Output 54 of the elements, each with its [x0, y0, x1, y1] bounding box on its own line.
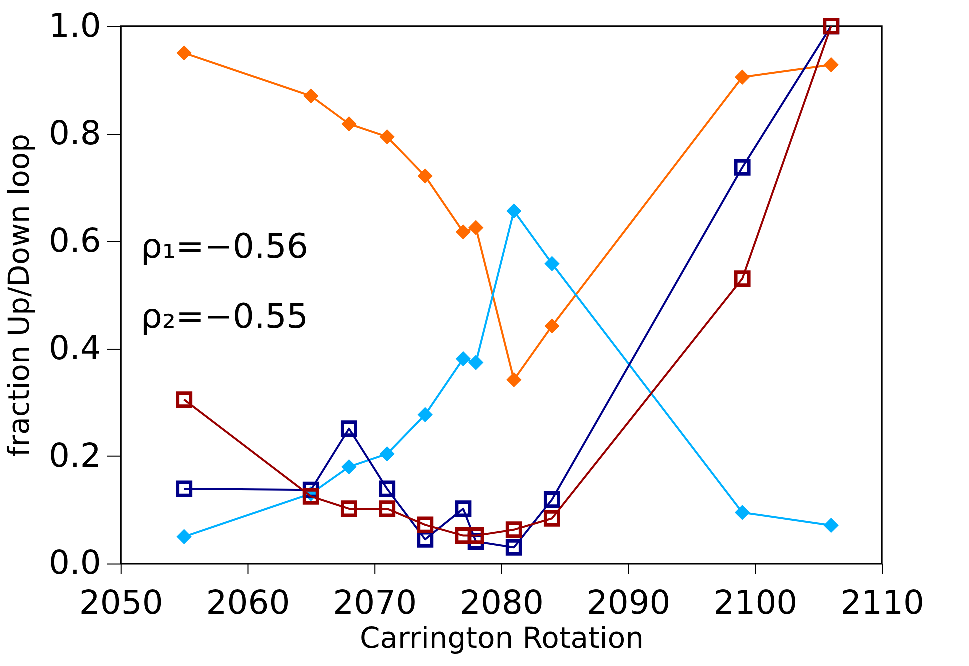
y-tick-label: 0.2	[48, 436, 102, 475]
point	[468, 528, 484, 544]
point	[544, 318, 560, 334]
y-tick-label: 0.0	[48, 543, 102, 582]
x-tick-label: 2110	[840, 583, 925, 622]
point	[544, 256, 560, 272]
point	[379, 500, 396, 518]
point	[176, 529, 192, 544]
point	[544, 492, 560, 508]
x-tick-label: 2070	[333, 583, 418, 622]
point	[302, 488, 320, 505]
annotation: ρ₁=−0.56	[140, 227, 309, 268]
point	[380, 446, 395, 462]
x-axis-title: Carrington Rotation	[360, 621, 644, 656]
point	[455, 500, 472, 518]
y-tick-label: 0.4	[48, 328, 102, 368]
point	[734, 505, 750, 520]
point	[340, 420, 358, 438]
x-tick-label: 2080	[460, 583, 544, 622]
point	[342, 459, 357, 475]
point	[506, 522, 522, 538]
point	[544, 510, 560, 527]
point	[506, 539, 522, 556]
point	[734, 270, 751, 288]
point	[304, 88, 319, 104]
y-tick-label: 1.0	[48, 6, 102, 45]
point	[342, 116, 357, 132]
point	[456, 351, 471, 367]
point	[456, 224, 471, 240]
point	[468, 355, 484, 370]
point	[418, 168, 433, 184]
point	[824, 518, 839, 534]
x-tick-label: 2060	[206, 583, 290, 622]
x-tick-label: 2050	[79, 583, 164, 622]
point	[734, 159, 751, 176]
point	[340, 500, 358, 518]
y-tick-label: 0.8	[48, 113, 102, 152]
point	[380, 129, 395, 145]
point	[418, 407, 433, 422]
point	[176, 392, 193, 408]
annotation: ρ₂=−0.55	[140, 297, 309, 337]
point	[176, 46, 192, 61]
point	[506, 204, 522, 219]
point	[468, 220, 484, 236]
y-tick-label: 0.6	[48, 220, 102, 260]
point	[824, 57, 839, 73]
point	[506, 372, 522, 388]
x-tick-label: 2100	[714, 583, 798, 622]
point	[379, 480, 396, 498]
x-tick-label: 2090	[586, 583, 671, 622]
point	[176, 480, 193, 498]
y-axis-title: fraction Up/Down loop	[2, 134, 36, 458]
point	[734, 70, 750, 85]
point	[417, 516, 434, 534]
